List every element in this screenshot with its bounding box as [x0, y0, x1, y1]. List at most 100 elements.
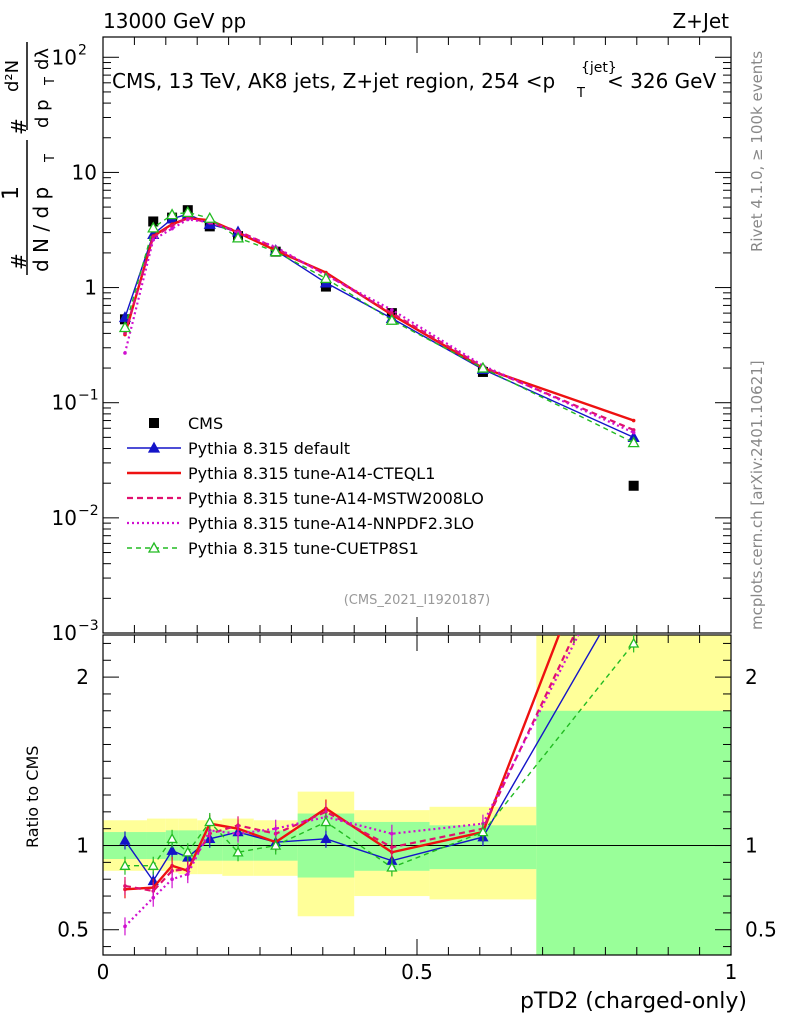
ratio-y-axis-label: Ratio to CMS	[23, 746, 42, 848]
ylabel-dpt: d p	[32, 99, 53, 128]
ratio-y-tick-label-left: 2	[76, 665, 89, 689]
ylabel-denominator: d N / d p	[29, 187, 53, 272]
ratio-nnpdf-point	[273, 826, 278, 831]
ratio-x-tick-label: 0	[97, 960, 110, 984]
ratio-series-layer	[119, 507, 640, 936]
ratio-y-tick-label-right: 2	[745, 665, 758, 689]
title-pt-subscript: T	[576, 86, 585, 101]
mstw-point	[170, 223, 174, 228]
nnpdf-point	[151, 237, 156, 242]
ratio-nnpdf-point	[390, 831, 394, 836]
legend-item-nnpdf: Pythia 8.315 tune-A14-NNPDF2.3LO	[127, 514, 474, 533]
ylabel-hash: #	[7, 253, 31, 270]
ratio-mstw-point	[632, 507, 636, 511]
series-a14cteq	[123, 216, 636, 423]
legend-item-cms: CMS	[149, 414, 223, 433]
ratio-cuetp8s1-point	[232, 846, 244, 857]
ylabel-denominator-sub: T	[43, 154, 58, 163]
ratio-axis-ticks: 0.5 0.5 1 1 2 2 0 0.5 1	[57, 635, 777, 984]
ratio-cuetp8s1-point	[119, 859, 131, 870]
main-y-tick-label: 1	[84, 276, 97, 300]
ratio-cuetp8s1-point	[204, 816, 216, 827]
header-process: Z+Jet	[672, 9, 729, 33]
nnpdf-point	[170, 226, 174, 231]
main-y-tick-exponent: 2	[78, 42, 87, 58]
main-y-tick-label: 10	[52, 506, 77, 530]
cms-point	[628, 480, 639, 491]
series-line-cuetp8s1	[124, 211, 634, 444]
ratio-band-green	[103, 710, 731, 955]
ylabel-one: 1	[0, 186, 24, 200]
band-green-bin-10	[536, 710, 731, 955]
legend-label-nnpdf: Pythia 8.315 tune-A14-NNPDF2.3LO	[188, 514, 474, 533]
ratio-x-tick-label: 0.5	[401, 960, 433, 984]
ratio-cuetp8s1-point	[270, 839, 282, 850]
main-y-tick-label: 10	[52, 45, 77, 69]
cuetp8s1-point	[385, 313, 398, 325]
ratio-nnpdf-point	[236, 831, 240, 836]
cuetp8s1-point	[231, 231, 245, 243]
title-tail-text: < 326 GeV	[607, 69, 716, 93]
mstw-point	[151, 235, 156, 239]
main-y-tick-exponent: −2	[78, 503, 99, 519]
ratio-cuetp8s1-point	[628, 637, 640, 648]
ratio-x-tick-label: 1	[725, 960, 738, 984]
ratio-nnpdf-point	[185, 872, 190, 876]
ratio-y-tick-label-right: 0.5	[745, 918, 777, 942]
nnpdf-point	[123, 351, 127, 355]
ratio-y-tick-label-right: 1	[745, 834, 758, 858]
ratio-mstw-point	[123, 884, 127, 888]
side-rivet-label: Rivet 4.1.0, ≥ 100k events	[748, 51, 766, 252]
ratio-cuetp8s1-point	[166, 832, 178, 844]
main-y-tick-exponent: −3	[78, 618, 99, 634]
ylabel-hash-2: #	[7, 118, 31, 135]
legend-item-cuetp8s1: Pythia 8.315 tune-CUETP8S1	[127, 539, 419, 558]
ratio-cuetp8s1-point	[320, 816, 332, 827]
ratio-nnpdf-point	[151, 895, 156, 900]
legend-label-cuetp8s1: Pythia 8.315 tune-CUETP8S1	[188, 539, 419, 558]
ratio-series-cuetp8s1	[119, 635, 640, 877]
analysis-watermark: (CMS_2021_I1920187)	[344, 593, 491, 608]
main-title: CMS, 13 TeV, AK8 jets, Z+jet region, 254…	[112, 60, 716, 101]
ratio-y-tick-label-left: 0.5	[57, 918, 89, 942]
legend-label-mstw: Pythia 8.315 tune-A14-MSTW2008LO	[188, 489, 484, 508]
ratio-default-point	[119, 834, 131, 845]
cuetp8s1-point	[627, 436, 640, 448]
main-y-tick-label: 10	[72, 160, 97, 184]
title-pt-superscript: {jet}	[581, 60, 617, 76]
legend-cuetp8s1-marker	[147, 541, 161, 553]
legend: CMS Pythia 8.315 default Pythia 8.315 tune…	[127, 414, 484, 558]
legend-label-a14cteq: Pythia 8.315 tune-A14-CTEQL1	[188, 464, 435, 483]
cms-point	[148, 216, 159, 227]
series-nnpdf	[123, 217, 636, 435]
series-line-default	[124, 213, 634, 439]
mstw-point	[390, 311, 394, 315]
cuetp8s1-point	[203, 211, 216, 223]
cuetp8s1-point	[269, 245, 282, 257]
main-y-tick-label: 10	[52, 391, 77, 415]
mstw-point	[123, 331, 127, 336]
header-energy: 13000 GeV pp	[103, 9, 246, 33]
legend-label-cms: CMS	[188, 414, 223, 433]
series-line-mstw	[123, 216, 635, 431]
main-y-tick-exponent: −1	[78, 388, 99, 404]
ratio-nnpdf-point	[123, 924, 127, 929]
cuetp8s1-point	[147, 221, 160, 233]
cuetp8s1-point	[476, 361, 490, 373]
series-cuetp8s1	[118, 206, 640, 448]
ratio-cuetp8s1-point	[386, 861, 398, 872]
ylabel-dlambda: dλ	[32, 48, 53, 70]
main-series-layer	[118, 205, 640, 491]
nnpdf-point	[185, 217, 190, 222]
ratio-default-point	[166, 844, 178, 855]
ratio-y-tick-label-left: 1	[76, 834, 89, 858]
cuetp8s1-point	[319, 272, 333, 284]
cuetp8s1-point	[181, 206, 194, 218]
nnpdf-point	[390, 308, 394, 312]
legend-item-mstw: Pythia 8.315 tune-A14-MSTW2008LO	[127, 489, 484, 508]
legend-item-default: Pythia 8.315 default	[127, 439, 350, 458]
ylabel-d2n: d²N	[2, 60, 23, 92]
series-default	[118, 207, 640, 443]
